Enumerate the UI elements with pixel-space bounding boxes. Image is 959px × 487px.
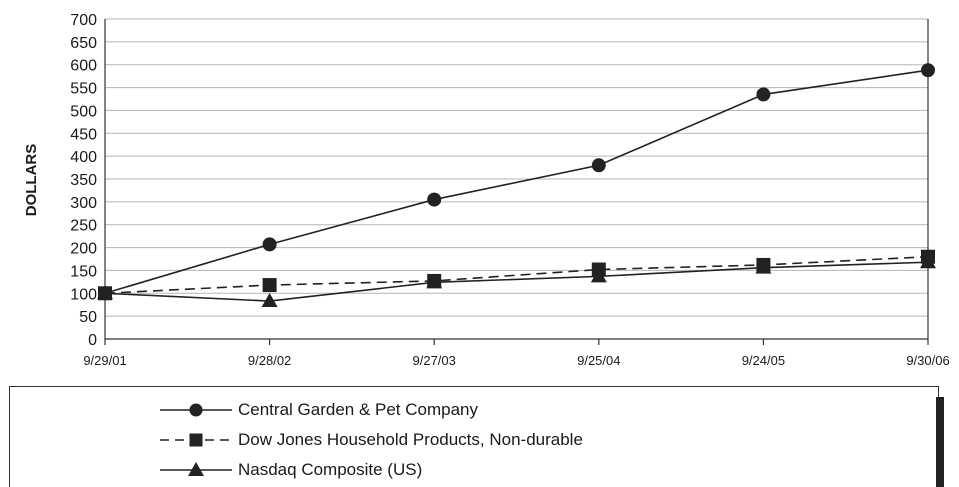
x-tick-label: 9/24/05 (742, 353, 785, 368)
x-tick-label: 9/30/06 (906, 353, 949, 368)
legend-shadow (936, 397, 944, 487)
y-tick-label: 500 (70, 103, 97, 120)
legend-label: Central Garden & Pet Company (238, 400, 479, 419)
x-tick-label: 9/29/01 (83, 353, 126, 368)
y-tick-label: 200 (70, 241, 97, 258)
data-point-circle (427, 192, 442, 207)
x-tick-label: 9/28/02 (248, 353, 291, 368)
x-tick-label: 9/27/03 (413, 353, 456, 368)
data-point-circle (98, 286, 112, 301)
y-tick-label: 550 (70, 81, 97, 98)
circle-marker-icon (160, 403, 232, 417)
x-tick-label: 9/25/04 (577, 353, 620, 368)
square-marker-icon (160, 433, 232, 447)
legend: Central Garden & Pet Company Dow Jones H… (9, 386, 939, 487)
data-point-circle (262, 237, 277, 252)
data-point-circle (756, 87, 771, 102)
y-tick-label: 300 (70, 195, 97, 212)
y-tick-label: 100 (70, 286, 97, 303)
y-tick-label: 50 (79, 309, 97, 326)
data-point-circle (591, 158, 606, 173)
y-tick-label: 450 (70, 126, 97, 143)
data-point-triangle (261, 293, 278, 308)
data-point-triangle (590, 268, 607, 283)
y-tick-label: 600 (70, 58, 97, 75)
legend-item-dow-jones: Dow Jones Household Products, Non-durabl… (160, 427, 583, 453)
series-line (104, 261, 929, 302)
data-point-triangle (755, 259, 772, 274)
line-chart: 0 50 100 150 200 250 300 350 400 450 500 550 600 650 7… (23, 12, 950, 368)
gridlines (105, 18, 928, 317)
triangle-marker-icon (160, 462, 232, 476)
data-point-square (262, 278, 277, 293)
data-point-triangle (920, 254, 936, 269)
y-axis-label: DOLLARS (23, 144, 40, 217)
series-line (104, 255, 929, 295)
legend-item-nasdaq: Nasdaq Composite (US) (160, 457, 422, 483)
series-line (104, 69, 929, 295)
y-tick-label: 650 (70, 35, 97, 52)
legend-label: Dow Jones Household Products, Non-durabl… (238, 430, 583, 449)
legend-label: Nasdaq Composite (US) (238, 460, 423, 479)
y-tick-label: 150 (70, 263, 97, 280)
y-tick-label: 400 (70, 149, 97, 166)
y-tick-labels: 0 50 100 150 200 250 300 350 400 450 500 550 600 650 7… (70, 12, 97, 349)
y-tick-label: 0 (88, 332, 97, 349)
y-tick-label: 350 (70, 172, 97, 189)
legend-item-central-garden: Central Garden & Pet Company (160, 397, 478, 423)
y-tick-label: 250 (70, 218, 97, 235)
y-tick-label: 700 (70, 12, 97, 29)
data-point-triangle (426, 274, 443, 289)
data-point-circle (921, 63, 935, 78)
x-tick-labels: 9/29/01 9/28/02 9/27/03 9/25/04 9/24/05 9/30/… (83, 353, 949, 368)
series-lines (97, 63, 936, 308)
